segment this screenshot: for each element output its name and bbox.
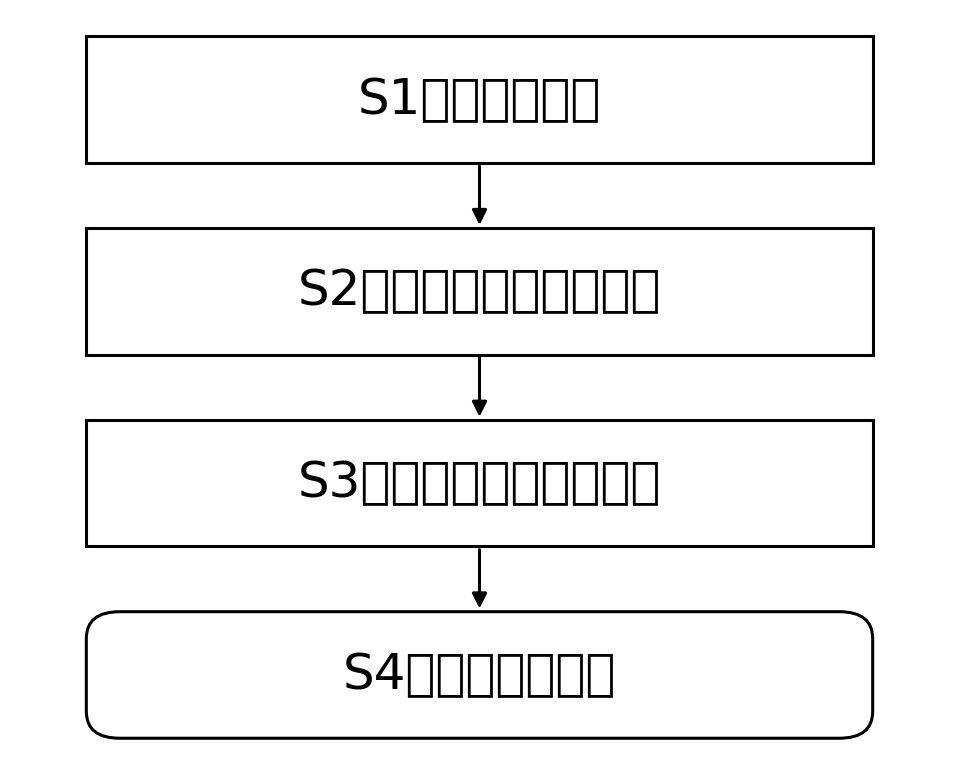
FancyBboxPatch shape	[86, 229, 873, 354]
Text: S3水解酸化污泥脱氮除磷: S3水解酸化污泥脱氮除磷	[298, 459, 661, 507]
FancyBboxPatch shape	[86, 36, 873, 163]
Text: S2水解酸化有机破解污泥: S2水解酸化有机破解污泥	[298, 268, 661, 315]
Text: S1有机污泥破解: S1有机污泥破解	[358, 76, 601, 123]
Text: S4污泥破解液回用: S4污泥破解液回用	[342, 651, 617, 699]
FancyBboxPatch shape	[86, 420, 873, 546]
FancyBboxPatch shape	[86, 612, 873, 738]
